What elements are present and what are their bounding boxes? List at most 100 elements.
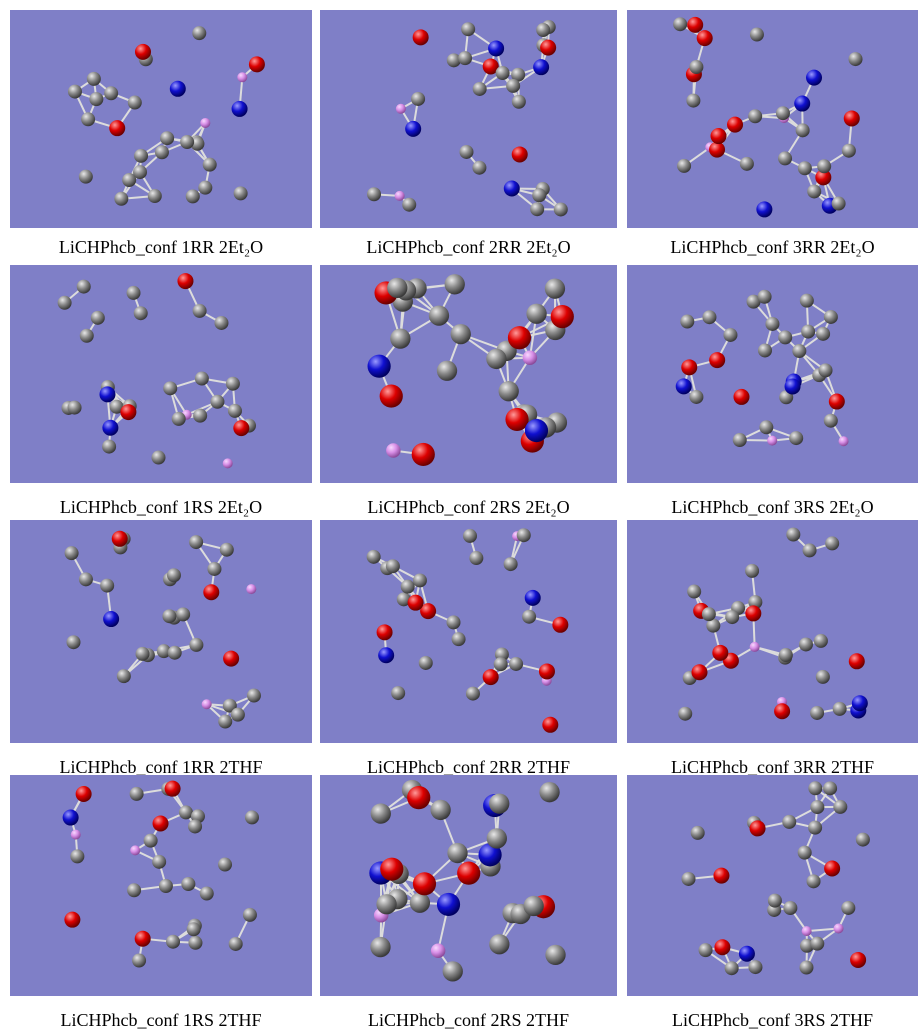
atom	[849, 52, 863, 66]
atom	[386, 443, 401, 458]
atom	[842, 144, 856, 158]
atom	[536, 23, 550, 37]
atom	[177, 273, 193, 289]
atom	[203, 158, 217, 172]
atom	[839, 436, 849, 446]
atom	[220, 543, 234, 557]
atom	[228, 404, 242, 418]
atom	[504, 180, 520, 196]
caption: LiCHPhcb_conf 3RS 2Et₂O	[623, 497, 920, 517]
atom	[807, 874, 821, 888]
atom	[523, 350, 538, 365]
atom	[130, 787, 144, 801]
atom	[386, 559, 400, 573]
atom	[512, 146, 528, 162]
atom	[551, 305, 574, 328]
atom	[223, 651, 239, 667]
atom	[699, 943, 713, 957]
atom	[445, 274, 465, 294]
atom	[469, 551, 483, 565]
atom	[189, 535, 203, 549]
atom	[103, 611, 119, 627]
atom	[522, 610, 536, 624]
atom	[377, 624, 393, 640]
atom	[429, 305, 449, 325]
atom	[79, 572, 93, 586]
caption: LiCHPhcb_conf 2RR 2Et₂O	[316, 237, 621, 257]
caption: LiCHPhcb_conf 3RS 2THF	[623, 1010, 920, 1030]
atom	[539, 663, 555, 679]
atom	[850, 952, 866, 968]
atom	[676, 378, 692, 394]
atom	[370, 937, 390, 957]
atom	[410, 893, 430, 913]
atom	[198, 181, 212, 195]
atom	[387, 278, 407, 298]
atom	[207, 562, 221, 576]
atom	[130, 845, 140, 855]
molecule-image	[627, 265, 918, 483]
atom	[725, 961, 739, 975]
atom	[413, 29, 429, 45]
caption: LiCHPhcb_conf 3RR 2THF	[623, 757, 920, 777]
atom	[506, 79, 520, 93]
atom	[799, 637, 813, 651]
atom	[231, 708, 245, 722]
atom	[524, 896, 544, 916]
atom	[810, 937, 824, 951]
atom	[709, 352, 725, 368]
atom	[834, 923, 844, 933]
atom	[402, 198, 416, 212]
molecule-image	[627, 775, 918, 996]
atom	[243, 908, 257, 922]
atom	[109, 120, 125, 136]
atom	[509, 657, 523, 671]
atom	[702, 310, 716, 324]
atom	[494, 657, 508, 671]
atom	[824, 310, 838, 324]
atom	[733, 389, 749, 405]
atom	[554, 202, 568, 216]
atom	[505, 408, 528, 431]
atom	[745, 605, 761, 621]
molecule	[320, 10, 617, 228]
atom	[165, 781, 181, 797]
atom	[380, 858, 403, 881]
molecule	[10, 265, 312, 483]
atom	[740, 157, 754, 171]
atom	[155, 145, 169, 159]
atom	[792, 344, 806, 358]
atom	[172, 412, 186, 426]
atom	[756, 201, 772, 217]
atom	[395, 191, 405, 201]
atom	[159, 879, 173, 893]
atom	[463, 529, 477, 543]
atom	[148, 189, 162, 203]
atom	[844, 110, 860, 126]
caption: LiCHPhcb_conf 1RR 2THF	[6, 757, 316, 777]
molecule	[627, 10, 918, 228]
atom	[525, 590, 541, 606]
molecule	[10, 520, 312, 743]
atom	[186, 189, 200, 203]
atom	[195, 372, 209, 386]
atom	[431, 944, 446, 959]
atom	[368, 355, 391, 378]
molecule-image	[320, 775, 617, 996]
atom	[102, 440, 116, 454]
atom	[134, 306, 148, 320]
atom	[687, 17, 703, 33]
atom	[727, 117, 743, 133]
atom	[785, 378, 801, 394]
atom	[542, 717, 558, 733]
atom	[120, 404, 136, 420]
atom	[193, 304, 207, 318]
atom	[733, 433, 747, 447]
atom	[99, 386, 115, 402]
atom	[483, 669, 499, 685]
atom	[725, 610, 739, 624]
atom	[412, 443, 435, 466]
atom	[758, 343, 772, 357]
atom	[697, 30, 713, 46]
atom	[81, 112, 95, 126]
